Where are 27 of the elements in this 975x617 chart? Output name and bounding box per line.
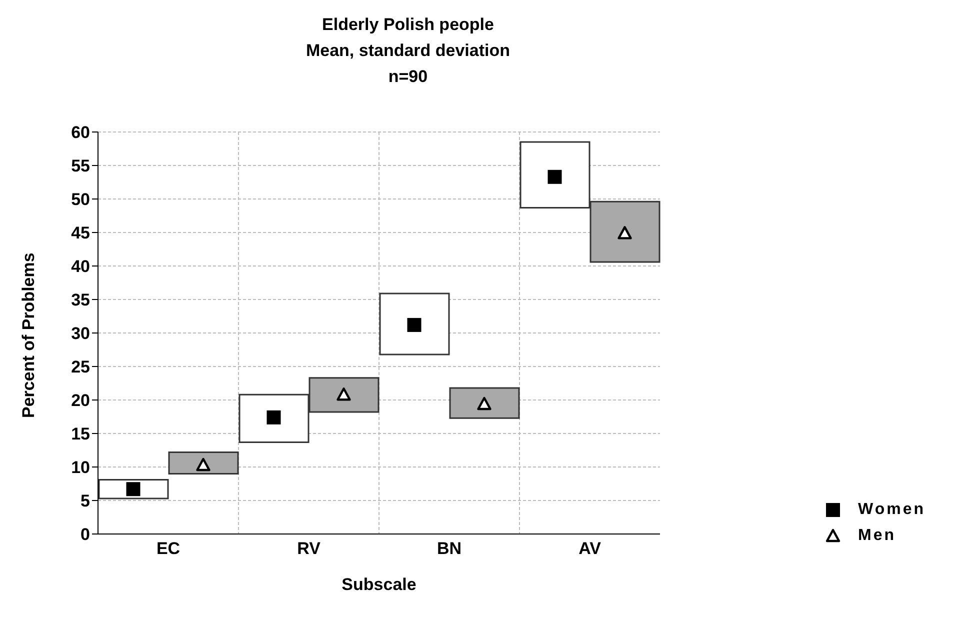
text: n=90 — [387, 66, 429, 88]
bar — [168, 452, 239, 474]
y-tick-label: 40 — [71, 257, 90, 276]
y-axis-title: Percent of Problems — [19, 252, 38, 418]
y-tick-label: 45 — [71, 224, 90, 243]
x-tick-label: BN — [436, 539, 462, 558]
y-tick-label: 0 — [80, 525, 90, 544]
chart-title: Elderly Polish people — [321, 14, 495, 36]
y-tick-label: 60 — [71, 123, 90, 142]
y-tick-label: 50 — [71, 190, 90, 210]
chart-subtitle: Mean, standard deviation — [304, 40, 512, 62]
y-tick-label: 15 — [71, 424, 90, 444]
bar — [449, 387, 520, 419]
y-tick-label: 10 — [71, 458, 90, 478]
y-tick-label: 55 — [71, 156, 90, 176]
y-tick-label: 35 — [71, 290, 90, 310]
x-tick-label: EC — [156, 539, 180, 558]
legend-label: Men — [858, 527, 896, 545]
x-axis-title: Subscale — [342, 575, 416, 594]
y-tick-label: 20 — [71, 391, 90, 410]
legend-label: Women — [858, 501, 926, 519]
y-tick-label: 5 — [80, 492, 90, 511]
bar — [379, 292, 450, 356]
x-tick-label: RV — [297, 539, 322, 558]
y-tick-label: 25 — [71, 358, 90, 377]
x-tick-label: AV — [578, 539, 602, 558]
y-tick-label: 30 — [71, 324, 90, 344]
